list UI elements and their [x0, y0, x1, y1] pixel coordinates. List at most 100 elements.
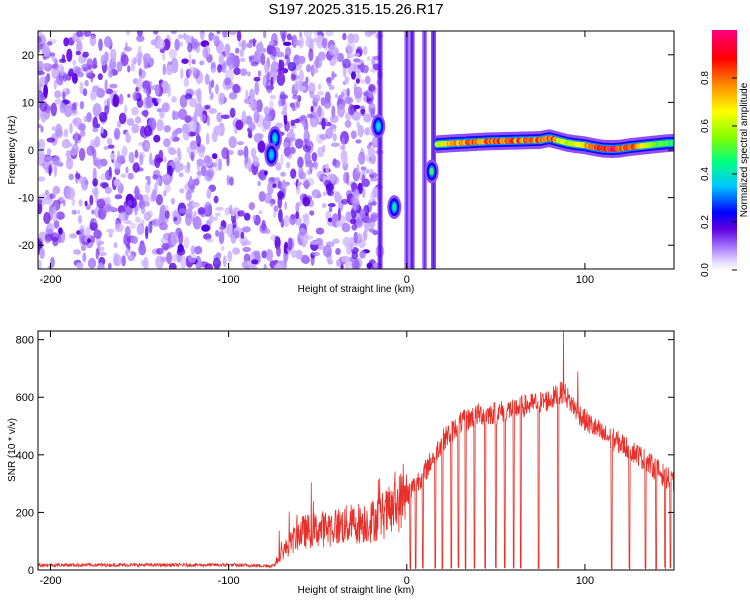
noise-speck [321, 38, 328, 49]
noise-speck [183, 77, 189, 88]
noise-speck [344, 96, 354, 105]
noise-speck [159, 109, 165, 119]
noise-speck [177, 150, 182, 162]
noise-speck [211, 130, 218, 143]
noise-speck [50, 257, 55, 267]
noise-speck [346, 87, 350, 97]
noise-speck [257, 70, 262, 78]
noise-speck [188, 89, 193, 94]
noise-speck [193, 210, 197, 219]
noise-speck [286, 33, 292, 41]
noise-speck [46, 137, 56, 143]
spectrogram-y-axis-label: Frequency (Hz) [7, 116, 18, 185]
noise-speck [121, 255, 126, 267]
noise-speck [226, 223, 234, 238]
noise-speck [156, 39, 166, 50]
noise-speck [224, 43, 231, 56]
noise-speck [52, 208, 58, 223]
noise-speck [351, 251, 359, 260]
noise-speck [294, 79, 299, 91]
noise-speck [109, 153, 116, 160]
noise-speck [295, 249, 303, 260]
noise-speck [258, 133, 264, 138]
noise-speck [327, 217, 333, 223]
noise-speck [359, 250, 366, 259]
noise-speck [49, 193, 56, 200]
noise-speck [60, 196, 64, 202]
noise-speck [327, 189, 335, 197]
noise-speck [365, 153, 375, 164]
noise-speck [332, 133, 337, 142]
noise-speck [249, 96, 254, 104]
noise-speck [310, 105, 314, 113]
noise-speck [263, 31, 267, 39]
colorbar-label: Normalized spectral amplitude [739, 82, 750, 217]
noise-speck [44, 237, 51, 244]
noise-speck [183, 32, 187, 40]
noise-speck [322, 144, 326, 153]
noise-speck [152, 174, 159, 180]
vertical-streak-core [411, 31, 414, 269]
noise-speck [258, 41, 264, 56]
noise-speck [76, 31, 84, 37]
noise-speck [361, 178, 371, 188]
noise-speck [145, 142, 150, 150]
noise-speck [255, 99, 263, 113]
noise-speck [183, 236, 190, 249]
noise-speck [52, 185, 61, 195]
noise-speck [72, 249, 81, 255]
noise-speck [269, 40, 275, 46]
noise-speck [370, 201, 377, 206]
noise-speck [211, 153, 218, 160]
noise-speck [177, 243, 184, 253]
noise-speck [136, 77, 144, 91]
noise-speck [38, 259, 42, 269]
spectrogram-heatmap [38, 31, 674, 269]
noise-speck [170, 31, 178, 34]
y-tick-label: 200 [16, 507, 34, 519]
noise-speck [174, 38, 180, 51]
noise-speck [46, 148, 52, 156]
noise-speck [79, 101, 85, 110]
noise-speck [317, 105, 322, 118]
noise-speck [232, 83, 241, 94]
noise-speck [106, 97, 111, 110]
noise-speck [166, 251, 173, 265]
noise-speck [285, 161, 291, 169]
noise-speck [237, 149, 244, 156]
noise-speck [353, 104, 361, 110]
noise-speck [254, 81, 260, 96]
noise-speck [325, 183, 335, 191]
noise-speck [79, 81, 84, 95]
noise-speck [257, 171, 266, 179]
noise-speck [250, 147, 257, 159]
noise-speck [312, 192, 318, 199]
noise-speck [246, 260, 250, 269]
noise-speck [163, 138, 171, 148]
noise-speck [218, 53, 225, 65]
noise-speck [228, 92, 238, 100]
noise-speck [364, 75, 371, 85]
noise-speck [313, 160, 319, 170]
noise-speck [244, 155, 249, 165]
noise-speck [180, 255, 187, 269]
noise-speck [152, 31, 159, 35]
spectrogram-y-ticks: -20 -10 0 10 20 [18, 50, 674, 252]
colorbar-tick-label: 0.4 [700, 167, 711, 181]
noise-speck [65, 142, 73, 148]
noise-speck [208, 81, 212, 95]
noise-speck [344, 76, 350, 85]
signal-blob [273, 134, 277, 142]
noise-speck [203, 201, 212, 216]
noise-speck [71, 143, 79, 155]
noise-speck [136, 98, 144, 108]
noise-speck [363, 91, 369, 97]
noise-speck [331, 70, 335, 81]
noise-speck [164, 184, 172, 193]
noise-speck [128, 151, 135, 164]
noise-speck [173, 216, 178, 222]
noise-speck [289, 146, 296, 155]
noise-speck [328, 85, 335, 91]
noise-speck [289, 102, 296, 108]
y-tick-label: 20 [22, 50, 34, 62]
